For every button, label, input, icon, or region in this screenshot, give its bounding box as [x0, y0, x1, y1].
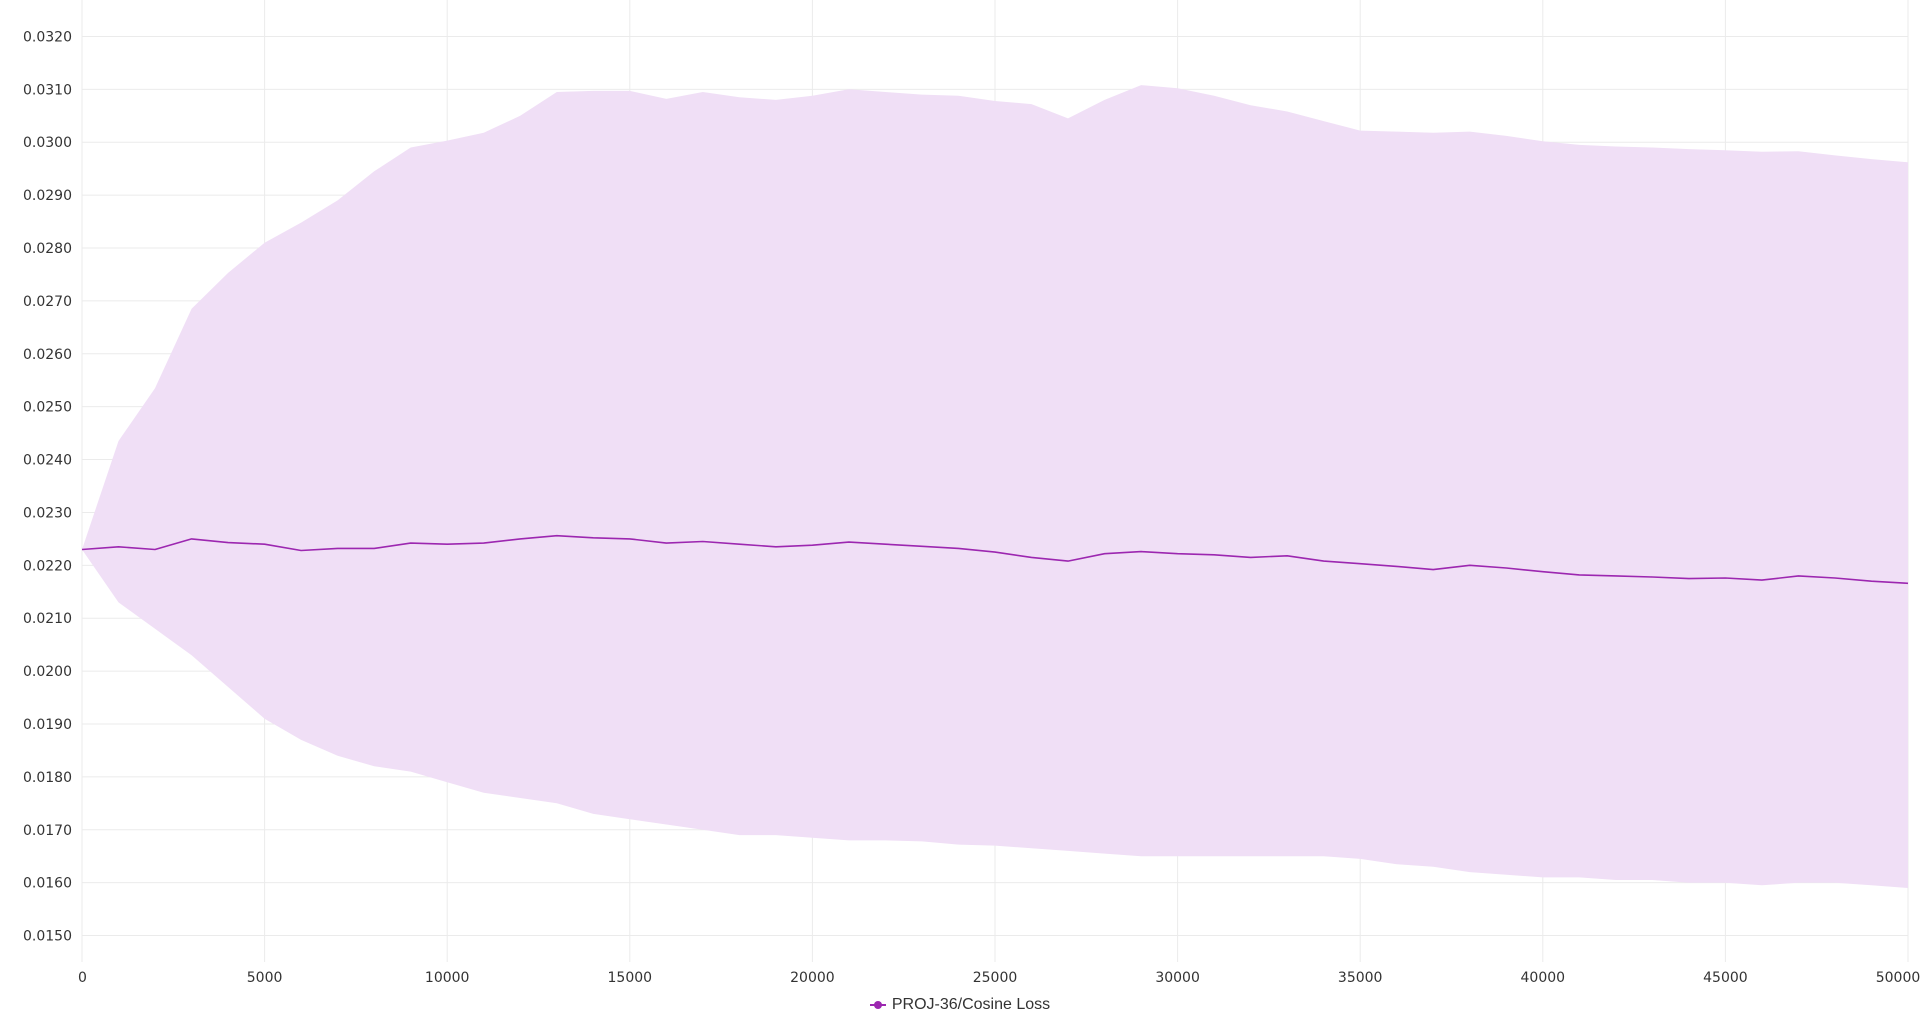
data-point: [811, 544, 813, 546]
data-point: [1870, 580, 1872, 582]
y-tick-label: 0.0320: [23, 29, 72, 45]
y-tick-label: 0.0280: [23, 241, 72, 257]
data-point: [1761, 579, 1763, 581]
data-point: [1797, 575, 1799, 577]
x-tick-label: 25000: [973, 970, 1018, 986]
data-point: [336, 547, 338, 549]
data-point: [1030, 556, 1032, 558]
data-point: [1651, 576, 1653, 578]
data-point: [1432, 568, 1434, 570]
data-point: [994, 551, 996, 553]
data-point: [1140, 550, 1142, 552]
data-point: [1578, 574, 1580, 576]
band-layer: [82, 85, 1908, 889]
confidence-band: [82, 85, 1908, 889]
chart-legend: PROJ-36/Cosine Loss: [0, 993, 1920, 1017]
x-axis: 0 5000 10000 15000 20000 25000 30000 35000 40000…: [78, 970, 1920, 986]
data-point: [1249, 556, 1251, 558]
data-point: [629, 538, 631, 540]
data-point: [775, 546, 777, 548]
data-point: [1396, 565, 1398, 567]
x-tick-label: 0: [78, 970, 87, 986]
data-point: [1542, 571, 1544, 573]
data-point: [1286, 555, 1288, 557]
data-point: [1323, 560, 1325, 562]
y-tick-label: 0.0260: [23, 347, 72, 363]
x-tick-label: 10000: [425, 970, 470, 986]
data-point: [957, 547, 959, 549]
x-tick-label: 50000: [1876, 970, 1920, 986]
y-tick-label: 0.0250: [23, 400, 72, 416]
data-point: [665, 542, 667, 544]
y-tick-label: 0.0200: [23, 664, 72, 680]
x-tick-label: 40000: [1521, 970, 1566, 986]
y-tick-label: 0.0240: [23, 453, 72, 469]
data-point: [1469, 564, 1471, 566]
x-tick-label: 35000: [1338, 970, 1383, 986]
y-tick-label: 0.0220: [23, 558, 72, 574]
y-tick-label: 0.0170: [23, 823, 72, 839]
data-point: [556, 535, 558, 537]
data-point: [410, 542, 412, 544]
legend-item-proj-36-cosine-loss[interactable]: PROJ-36/Cosine Loss: [869, 996, 1051, 1014]
x-tick-label: 45000: [1703, 970, 1748, 986]
data-point: [300, 549, 302, 551]
data-point: [848, 541, 850, 543]
data-point: [263, 543, 265, 545]
data-point: [1834, 577, 1836, 579]
data-point: [227, 541, 229, 543]
y-tick-label: 0.0270: [23, 294, 72, 310]
y-tick-label: 0.0230: [23, 505, 72, 521]
data-point: [702, 540, 704, 542]
y-tick-label: 0.0210: [23, 611, 72, 627]
x-tick-label: 5000: [247, 970, 283, 986]
data-point: [190, 538, 192, 540]
series-layer: [81, 534, 1909, 585]
series-line-proj-36-cosine-loss[interactable]: [81, 534, 1909, 585]
data-point: [1213, 554, 1215, 556]
data-point: [483, 542, 485, 544]
data-point: [117, 546, 119, 548]
x-tick-label: 30000: [1155, 970, 1200, 986]
data-point: [592, 537, 594, 539]
x-tick-label: 15000: [608, 970, 653, 986]
data-point: [1103, 553, 1105, 555]
y-tick-label: 0.0310: [23, 82, 72, 98]
y-tick-label: 0.0160: [23, 876, 72, 892]
data-point: [1907, 582, 1909, 584]
data-point: [1688, 577, 1690, 579]
data-point: [1176, 553, 1178, 555]
data-point: [1724, 577, 1726, 579]
data-point: [519, 538, 521, 540]
y-tick-label: 0.0150: [23, 929, 72, 945]
chart-canvas: 0.0150 0.0160 0.0170 0.0180 0.0190 0.0200 0.02…: [23, 0, 1920, 986]
legend-label: PROJ-36/Cosine Loss: [891, 996, 1051, 1013]
y-tick-label: 0.0180: [23, 770, 72, 786]
data-point: [81, 548, 83, 550]
data-point: [921, 545, 923, 547]
legend-marker-icon: [869, 999, 886, 1011]
y-tick-label: 0.0190: [23, 717, 72, 733]
data-point: [446, 543, 448, 545]
x-tick-label: 20000: [790, 970, 835, 986]
data-point: [373, 547, 375, 549]
data-point: [1615, 575, 1617, 577]
y-axis: 0.0150 0.0160 0.0170 0.0180 0.0190 0.0200 0.02…: [23, 29, 72, 944]
y-tick-label: 0.0290: [23, 188, 72, 204]
data-point: [1359, 563, 1361, 565]
data-point: [738, 543, 740, 545]
data-point: [884, 543, 886, 545]
data-point: [154, 548, 156, 550]
y-tick-label: 0.0300: [23, 135, 72, 151]
data-point: [1067, 560, 1069, 562]
data-point: [1505, 567, 1507, 569]
